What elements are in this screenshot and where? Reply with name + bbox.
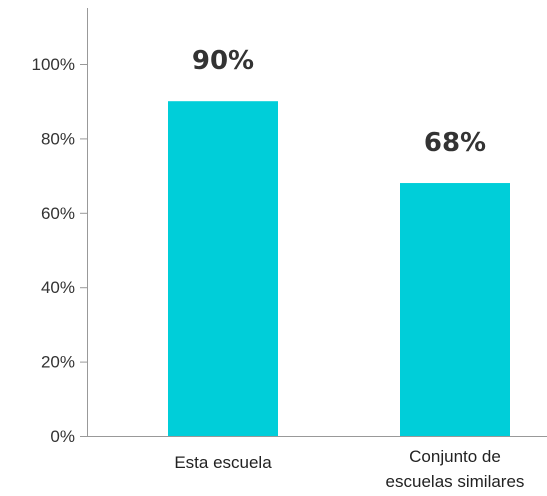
x-category-label: Conjunto de escuelas similares — [386, 447, 525, 491]
data-labels: 90% 68% — [192, 46, 486, 158]
bar-data-label: 90% — [192, 46, 254, 76]
y-tick-label: 60% — [41, 204, 75, 223]
y-axis-ticks: 0% 20% 40% 60% 80% 100% — [32, 55, 87, 446]
x-category-label-line: Conjunto de — [409, 447, 501, 466]
bars — [168, 101, 510, 436]
bar — [400, 183, 510, 436]
x-category-label-line: Esta escuela — [174, 453, 272, 472]
x-category-label: Esta escuela — [174, 453, 272, 472]
y-tick-label: 0% — [50, 427, 75, 446]
x-axis-labels: Esta escuela Conjunto de escuelas similare… — [174, 447, 524, 491]
bar-data-label: 68% — [424, 128, 486, 158]
x-category-label-line: escuelas similares — [386, 472, 525, 491]
y-tick-label: 80% — [41, 129, 75, 148]
bar — [168, 101, 278, 436]
y-tick-label: 100% — [32, 55, 75, 74]
y-tick-label: 20% — [41, 353, 75, 372]
y-tick-label: 40% — [41, 278, 75, 297]
